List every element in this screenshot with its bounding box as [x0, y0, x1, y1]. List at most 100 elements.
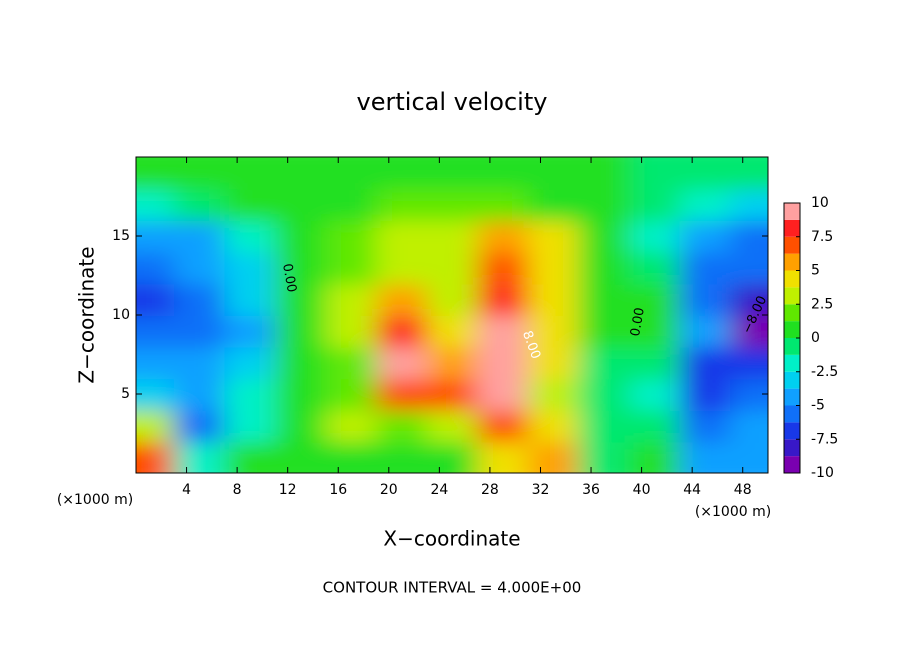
cell	[224, 441, 277, 473]
cell	[426, 251, 479, 285]
cell	[426, 378, 479, 411]
cell	[578, 409, 630, 443]
x-axis-label: X−coordinate	[383, 527, 520, 551]
cell	[679, 220, 732, 253]
cell	[136, 188, 175, 222]
cell	[628, 409, 681, 443]
colorbar-swatch	[784, 338, 800, 355]
cell	[628, 157, 681, 190]
cell	[477, 315, 529, 348]
colorbar-tick-label: -5	[811, 398, 825, 414]
cell	[136, 283, 175, 316]
cell	[275, 157, 327, 190]
cell	[275, 283, 327, 316]
colorbar-swatch	[784, 405, 800, 423]
cell	[679, 409, 732, 443]
cell	[527, 346, 580, 380]
cell	[224, 346, 277, 380]
colorbar-swatch	[784, 321, 800, 338]
cell	[325, 188, 378, 222]
cell	[224, 315, 277, 348]
cell	[679, 251, 732, 285]
x-tick-label: 8	[233, 482, 242, 498]
cell	[376, 378, 428, 411]
cell	[477, 441, 529, 473]
cell	[628, 220, 681, 253]
cell	[426, 157, 479, 190]
cell	[730, 188, 768, 222]
colorbar-swatch	[784, 253, 800, 271]
colorbar-tick-label: 10	[811, 195, 829, 211]
cell	[679, 441, 732, 473]
cell	[426, 220, 479, 253]
colorbar-tick-label: -2.5	[811, 364, 838, 380]
cell	[578, 315, 630, 348]
cell	[527, 378, 580, 411]
cell	[173, 378, 226, 411]
colorbar-swatch	[784, 304, 800, 322]
cell	[578, 346, 630, 380]
x-tick-label: 16	[329, 482, 347, 498]
chart-title: vertical velocity	[357, 88, 548, 116]
colorbar-swatch	[784, 371, 800, 389]
cell	[136, 441, 175, 473]
cell	[275, 378, 327, 411]
cell	[173, 346, 226, 380]
cell	[136, 315, 175, 348]
x-tick-label: 24	[430, 482, 448, 498]
cell	[173, 441, 226, 473]
y-tick-label: 10	[112, 307, 130, 323]
cell	[426, 346, 479, 380]
cell	[136, 409, 175, 443]
cell	[628, 441, 681, 473]
cell	[275, 188, 327, 222]
field	[136, 157, 768, 473]
cell	[527, 157, 580, 190]
x-tick-label: 28	[481, 482, 499, 498]
cell	[730, 441, 768, 473]
contour-interval: CONTOUR INTERVAL = 4.000E+00	[323, 579, 582, 597]
colorbar-tick-label: 0	[811, 330, 820, 346]
cell	[578, 283, 630, 316]
y-tick-label: 5	[121, 386, 130, 402]
cell	[275, 220, 327, 253]
cell	[325, 409, 378, 443]
cell	[426, 283, 479, 316]
x-tick-label: 32	[532, 482, 550, 498]
cell	[730, 283, 768, 316]
colorbar-swatch	[784, 439, 800, 457]
x-tick-label: 4	[182, 482, 191, 498]
cell	[628, 315, 681, 348]
cell	[173, 283, 226, 316]
cell	[628, 378, 681, 411]
cell	[477, 157, 529, 190]
cell	[275, 441, 327, 473]
cell	[173, 409, 226, 443]
cell	[730, 315, 768, 348]
colorbar-swatch	[784, 388, 800, 406]
cell	[730, 346, 768, 380]
y-tick-label: 15	[112, 228, 130, 244]
cell	[730, 251, 768, 285]
cell	[426, 441, 479, 473]
cell	[224, 378, 277, 411]
cell	[628, 251, 681, 285]
cell	[730, 378, 768, 411]
cell	[325, 315, 378, 348]
cell	[477, 188, 529, 222]
cell	[325, 441, 378, 473]
x-unit-label: (×1000 m)	[695, 504, 771, 520]
cell	[376, 220, 428, 253]
cell	[376, 346, 428, 380]
cell	[136, 251, 175, 285]
cell	[527, 188, 580, 222]
colorbar-swatch	[784, 354, 800, 372]
cell	[173, 157, 226, 190]
cell	[527, 315, 580, 348]
cell	[628, 188, 681, 222]
cell	[173, 315, 226, 348]
cell	[527, 220, 580, 253]
cell	[477, 283, 529, 316]
x-tick-label: 36	[582, 482, 600, 498]
